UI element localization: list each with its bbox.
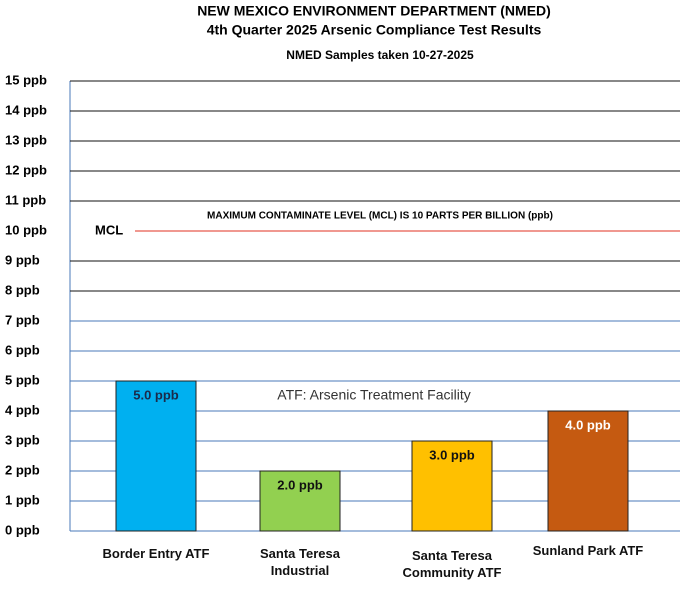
value-label: 3.0 ppb: [429, 447, 475, 462]
y-tick-label: 5 ppb: [5, 372, 40, 387]
x-tick-label: Santa Teresa Industrial: [260, 546, 340, 578]
bar: [115, 380, 197, 532]
y-tick-label: 13 ppb: [5, 132, 47, 147]
value-label: 2.0 ppb: [277, 477, 323, 492]
mcl-annotation: MAXIMUM CONTAMINATE LEVEL (MCL) IS 10 PA…: [207, 211, 553, 222]
bar: [411, 440, 493, 532]
y-tick-label: 15 ppb: [5, 72, 47, 87]
y-tick-label: 8 ppb: [5, 282, 40, 297]
chart-note: NMED Samples taken 10-27-2025: [286, 48, 474, 62]
chart-subtitle: 4th Quarter 2025 Arsenic Compliance Test…: [207, 22, 542, 38]
y-tick-label: 7 ppb: [5, 312, 40, 327]
x-tick-label: Border Entry ATF: [102, 546, 210, 561]
y-tick-label: 12 ppb: [5, 162, 47, 177]
y-tick-label: 1 ppb: [5, 492, 40, 507]
y-tick-label: 3 ppb: [5, 432, 40, 447]
value-label: 5.0 ppb: [133, 387, 179, 402]
bar: [547, 410, 629, 532]
mcl-label: MCL: [95, 222, 123, 237]
bar: [259, 470, 341, 532]
y-tick-label: 14 ppb: [5, 102, 47, 117]
atf-annotation: ATF: Arsenic Treatment Facility: [277, 387, 470, 403]
y-tick-label: 9 ppb: [5, 252, 40, 267]
y-tick-label: 4 ppb: [5, 402, 40, 417]
value-label: 4.0 ppb: [565, 417, 611, 432]
y-tick-label: 6 ppb: [5, 342, 40, 357]
x-tick-label: Santa Teresa Community ATF: [402, 548, 502, 580]
chart-title: NEW MEXICO ENVIRONMENT DEPARTMENT (NMED): [197, 3, 551, 19]
y-tick-label: 2 ppb: [5, 462, 40, 477]
y-tick-label: 11 ppb: [5, 192, 46, 207]
x-tick-label: Sunland Park ATF: [532, 543, 644, 558]
y-tick-label: 10 ppb: [5, 222, 47, 237]
y-tick-label: 0 ppb: [5, 522, 40, 537]
